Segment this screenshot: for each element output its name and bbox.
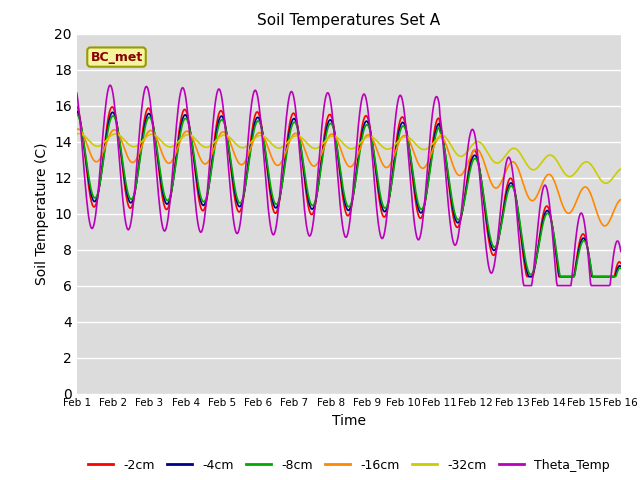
-8cm xyxy=(431,137,438,143)
-8cm xyxy=(194,180,202,185)
Line: Theta_Temp: Theta_Temp xyxy=(77,85,621,286)
-4cm xyxy=(415,207,422,213)
-2cm xyxy=(223,130,230,136)
-16cm xyxy=(84,143,92,149)
-4cm xyxy=(194,184,202,190)
Theta_Temp xyxy=(106,82,114,88)
-4cm xyxy=(617,264,625,269)
-2cm xyxy=(194,190,202,196)
Text: BC_met: BC_met xyxy=(90,50,143,63)
-16cm xyxy=(431,140,439,145)
Theta_Temp xyxy=(73,90,81,96)
-2cm xyxy=(83,168,90,174)
-4cm xyxy=(431,133,438,139)
-8cm xyxy=(556,274,564,279)
-32cm xyxy=(431,138,439,144)
-8cm xyxy=(73,112,81,118)
Theta_Temp xyxy=(617,249,625,254)
Line: -16cm: -16cm xyxy=(77,129,621,226)
-16cm xyxy=(140,139,147,144)
-2cm xyxy=(617,261,625,266)
-16cm xyxy=(416,163,424,168)
-4cm xyxy=(83,163,90,168)
-4cm xyxy=(525,274,533,279)
Line: -8cm: -8cm xyxy=(77,115,621,276)
-8cm xyxy=(223,131,230,136)
Line: -32cm: -32cm xyxy=(77,133,621,183)
-32cm xyxy=(140,137,147,143)
-32cm xyxy=(73,131,81,137)
-32cm xyxy=(84,136,92,142)
-2cm xyxy=(523,274,531,279)
-32cm xyxy=(195,140,202,145)
-32cm xyxy=(76,131,83,136)
Title: Soil Temperatures Set A: Soil Temperatures Set A xyxy=(257,13,440,28)
Y-axis label: Soil Temperature (C): Soil Temperature (C) xyxy=(35,143,49,285)
Theta_Temp xyxy=(431,95,439,101)
Legend: -2cm, -4cm, -8cm, -16cm, -32cm, Theta_Temp: -2cm, -4cm, -8cm, -16cm, -32cm, Theta_Te… xyxy=(83,454,614,477)
Theta_Temp xyxy=(520,283,528,288)
-32cm xyxy=(416,145,424,151)
-16cm xyxy=(601,223,609,229)
X-axis label: Time: Time xyxy=(332,414,366,428)
-8cm xyxy=(139,139,147,144)
-32cm xyxy=(602,180,609,186)
-4cm xyxy=(139,134,147,140)
Theta_Temp xyxy=(140,93,147,99)
-2cm xyxy=(73,103,81,109)
-8cm xyxy=(415,203,422,208)
Theta_Temp xyxy=(416,236,424,241)
Line: -2cm: -2cm xyxy=(77,106,621,276)
Theta_Temp xyxy=(195,224,202,230)
-16cm xyxy=(617,197,625,203)
Theta_Temp xyxy=(223,150,231,156)
-32cm xyxy=(617,166,625,172)
-8cm xyxy=(83,159,90,165)
Theta_Temp xyxy=(83,196,90,202)
-16cm xyxy=(74,126,82,132)
-16cm xyxy=(223,133,231,139)
-8cm xyxy=(617,265,625,271)
-4cm xyxy=(73,108,81,114)
-2cm xyxy=(139,128,147,134)
-16cm xyxy=(73,127,81,132)
-2cm xyxy=(431,126,438,132)
-32cm xyxy=(223,133,231,139)
Line: -4cm: -4cm xyxy=(77,111,621,276)
-16cm xyxy=(195,152,202,157)
-4cm xyxy=(223,130,230,136)
-2cm xyxy=(415,214,422,219)
